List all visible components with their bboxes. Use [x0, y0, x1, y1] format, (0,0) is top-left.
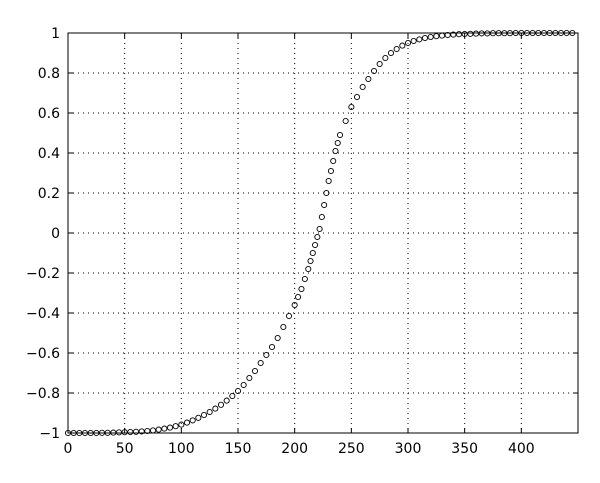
y-tick-label: 0.4: [38, 146, 60, 162]
data-point: [467, 30, 474, 37]
x-tick-label: 300: [395, 441, 422, 457]
data-point: [404, 39, 412, 47]
data-point: [336, 131, 344, 139]
data-point: [166, 424, 174, 431]
data-point: [138, 428, 145, 435]
data-point: [365, 75, 372, 83]
x-axis-tick-labels: 0 50 100 150 200 250 300 350 400: [64, 441, 535, 457]
data-point: [416, 36, 423, 43]
data-point: [348, 103, 355, 111]
y-tick-label: 0.8: [38, 66, 60, 82]
data-point: [217, 401, 225, 408]
grid-lines: [68, 33, 578, 433]
x-tick-label: 50: [116, 441, 134, 457]
data-point: [183, 419, 191, 426]
data-point: [427, 33, 434, 41]
data-point: [144, 427, 151, 435]
data-point: [450, 31, 457, 38]
data-point: [321, 201, 328, 209]
x-tick-label: 100: [168, 441, 195, 457]
data-point: [274, 334, 281, 342]
data-point: [399, 42, 406, 49]
tick-marks: [67, 32, 578, 434]
y-tick-label: 1: [51, 26, 60, 42]
data-point: [234, 387, 242, 395]
data-point: [387, 49, 395, 57]
x-tick-label: 350: [451, 441, 478, 457]
data-point: [307, 257, 314, 265]
x-tick-label: 0: [64, 441, 73, 457]
data-point: [305, 265, 312, 273]
data-point: [301, 275, 308, 283]
data-point: [314, 233, 321, 241]
data-point: [172, 423, 179, 430]
data-point: [421, 34, 429, 42]
data-point: [240, 381, 247, 389]
data-point: [472, 30, 480, 37]
data-point: [410, 37, 417, 45]
data-point: [155, 426, 162, 433]
data-point: [285, 312, 293, 320]
data-point: [359, 83, 366, 91]
data-point: [251, 367, 259, 375]
y-tick-label: −0.8: [26, 386, 60, 402]
data-point: [334, 139, 341, 147]
data-point: [246, 374, 253, 382]
data-point: [161, 425, 168, 432]
data-point: [195, 414, 202, 421]
data-point: [342, 117, 349, 125]
data-point: [330, 157, 337, 165]
data-point: [263, 351, 270, 359]
data-point: [268, 343, 276, 351]
data-point: [189, 417, 196, 424]
data-point: [438, 32, 446, 39]
data-point: [433, 33, 440, 40]
x-tick-label: 400: [508, 441, 535, 457]
x-tick-label: 250: [338, 441, 365, 457]
data-point: [223, 397, 230, 404]
data-point: [298, 285, 305, 293]
data-point: [229, 392, 236, 400]
data-point: [206, 408, 213, 416]
y-tick-label: 0.2: [38, 186, 60, 202]
data-point: [257, 359, 264, 367]
data-point: [323, 189, 330, 197]
data-point: [376, 60, 383, 68]
data-point: [312, 241, 319, 249]
data-point: [132, 428, 140, 435]
data-point: [353, 93, 361, 101]
data-point: [393, 45, 400, 53]
data-point: [280, 323, 287, 331]
data-point: [200, 411, 208, 419]
data-point: [327, 167, 334, 175]
x-tick-label: 200: [281, 441, 308, 457]
y-tick-label: −0.2: [26, 266, 60, 282]
data-point: [444, 31, 451, 39]
y-tick-label: −0.4: [26, 306, 60, 322]
data-point: [212, 405, 219, 412]
data-point: [291, 301, 298, 309]
data-point: [295, 293, 302, 301]
data-point: [325, 177, 332, 185]
data-point: [455, 31, 463, 38]
data-point: [149, 427, 157, 434]
y-tick-label: −1: [39, 426, 60, 442]
data-point: [318, 213, 325, 221]
data-point: [382, 54, 389, 62]
y-axis-tick-labels: 1 0.8 0.6 0.4 0.2 0 −0.2 −0.4 −0.6 −0.8 −1: [26, 26, 60, 442]
data-point: [127, 428, 134, 436]
y-tick-label: −0.6: [26, 346, 60, 362]
data-point: [332, 147, 339, 155]
y-tick-label: 0.6: [38, 106, 60, 122]
x-tick-label: 150: [225, 441, 252, 457]
data-point: [316, 225, 323, 233]
y-tick-label: 0: [51, 226, 60, 242]
data-point: [115, 429, 123, 436]
data-point: [370, 67, 378, 75]
data-point: [309, 249, 316, 257]
data-point: [178, 421, 185, 428]
